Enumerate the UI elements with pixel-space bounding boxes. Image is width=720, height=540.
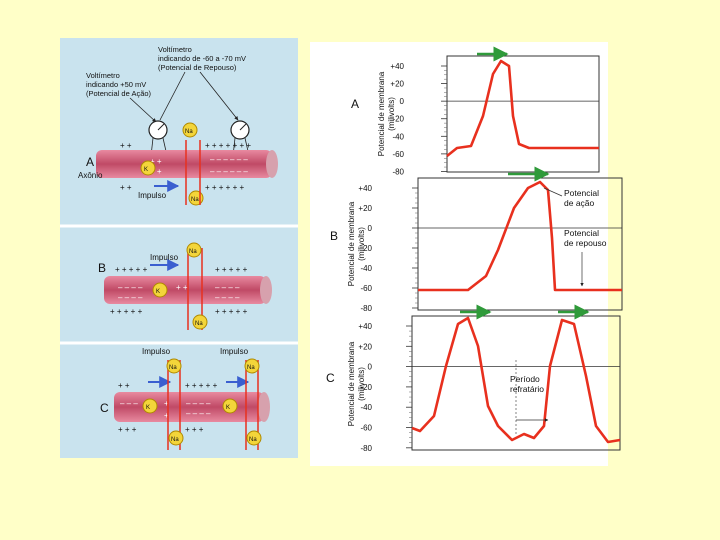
y-tick-label: - 20	[358, 244, 372, 253]
y-tick-label: -80	[392, 167, 404, 176]
y-tick-label: -60	[360, 284, 372, 293]
membrane-potential-trace	[411, 316, 621, 444]
axon-label: Axônio	[78, 171, 103, 180]
graph-b: +40 +20 0 - 20 -40 -60 -80 B Potencial de membra…	[330, 166, 623, 313]
svg-text:+ + + + + +: + + + + + +	[205, 183, 244, 192]
svg-text:+ + + + +: + + + + +	[215, 307, 248, 316]
y-tick-label: -20	[360, 383, 372, 392]
y-tick-label: +20	[390, 80, 404, 89]
impulse-label-c1: Impulso	[142, 347, 171, 356]
graph-letter: C	[326, 371, 335, 385]
y-tick-label: -60	[360, 424, 372, 433]
svg-text:+: +	[164, 399, 169, 408]
svg-text:+ + + + +: + + + + +	[185, 381, 218, 390]
y-tick-label: -40	[360, 264, 372, 273]
svg-text:+ + + + +: + + + + +	[215, 265, 248, 274]
y-tick-label: +40	[358, 184, 372, 193]
axon-a	[96, 150, 272, 178]
svg-text:K: K	[156, 289, 160, 295]
action-potential-annotation: Potencial de ação	[564, 188, 599, 208]
svg-text:+ + + + +: + + + + +	[115, 265, 148, 274]
voltmeter-action-label: Voltímetro indicando +50 mV (Potencial d…	[86, 71, 152, 98]
resting-potential-annotation: Potencial de repouso	[564, 228, 607, 248]
impulse-label-c2: Impulso	[220, 347, 249, 356]
y-tick-label: -20	[392, 115, 404, 124]
panel-c-letter: C	[100, 401, 109, 415]
ion-na-label: Na	[185, 129, 193, 135]
svg-text:+ + +: + + +	[118, 425, 137, 434]
voltmeter-action-icon	[148, 120, 169, 166]
svg-text:Na: Na	[189, 249, 197, 255]
right-panel-bg	[310, 42, 608, 466]
svg-text:Na: Na	[249, 437, 257, 443]
y-tick-label: +40	[358, 322, 372, 331]
svg-text:– – – –: – – – –	[215, 283, 240, 292]
y-axis-label: Potencial de membrana(milivolts)	[347, 201, 366, 286]
graph-letter: A	[351, 97, 359, 111]
svg-text:– – – –: – – – –	[186, 399, 211, 408]
refractory-period-annotation: Período refratário	[510, 374, 544, 394]
membrane-potential-trace	[418, 180, 622, 292]
svg-text:+ +: + +	[150, 157, 162, 166]
y-tick-label: -40	[392, 132, 404, 141]
impulse-label-b: Impulso	[150, 253, 179, 262]
y-tick-label: -60	[392, 150, 404, 159]
svg-text:Na: Na	[247, 365, 255, 371]
svg-text:Na: Na	[169, 365, 177, 371]
panel-c: C Impulso Impulso + + + + + + + + + + + …	[100, 347, 270, 450]
y-tick-label: -80	[360, 304, 372, 313]
graph-frame	[446, 55, 600, 173]
annotation-leader	[543, 187, 563, 197]
graph-frame	[417, 177, 623, 311]
impulse-label-a: Impulso	[138, 191, 167, 200]
panel-b: B Impulso + + + + + + + + + + + + + + + …	[98, 242, 272, 330]
voltmeter-rest-label: Voltímetro indicando de -60 a -70 mV (Po…	[158, 45, 248, 72]
y-tick-label: +20	[358, 204, 372, 213]
svg-text:– – – – – –: – – – – – –	[210, 167, 248, 176]
y-axis-label: Potencial de membrana(milivolts)	[347, 341, 366, 426]
y-tick-label: -80	[360, 444, 372, 453]
ion-k-label: K	[144, 167, 148, 173]
y-tick-label: +40	[390, 62, 404, 71]
graph-c: +40 +20 0 -20 -40 -60 -80 C Potencial de membran…	[326, 304, 621, 453]
svg-text:+ + + + +: + + + + +	[110, 307, 143, 316]
svg-text:+ +: + +	[120, 183, 132, 192]
y-tick-label: 0	[400, 97, 405, 106]
right-panel: +40 +20 0 -20 -40 -60 -80 A Potencial de membran…	[310, 42, 623, 466]
svg-text:+ + +: + + +	[185, 425, 204, 434]
y-tick-label: -40	[360, 403, 372, 412]
y-tick-label: 0	[368, 224, 373, 233]
svg-text:+ +: + +	[176, 283, 188, 292]
y-axis-label: Potencial de membrana(milivolts)	[377, 71, 396, 156]
y-tick-label: 0	[368, 363, 373, 372]
svg-text:– – – – – –: – – – – – –	[210, 155, 248, 164]
svg-text:+ +: + +	[150, 167, 162, 176]
svg-text:– – –: – – –	[120, 399, 138, 408]
left-panel: Voltímetro indicando de -60 a -70 mV (Po…	[60, 38, 298, 458]
svg-text:– – – –: – – – –	[186, 409, 211, 418]
graph-letter: B	[330, 229, 338, 243]
panel-a-letter: A	[86, 155, 94, 169]
graph-frame	[411, 315, 621, 451]
axon-b	[104, 276, 266, 304]
svg-text:K: K	[226, 405, 230, 411]
svg-text:– – – –: – – – –	[118, 293, 143, 302]
svg-text:+ + + + + + +: + + + + + + +	[205, 141, 251, 150]
svg-text:K: K	[146, 405, 150, 411]
graph-a: +40 +20 0 -20 -40 -60 -80 A Potencial de membran…	[351, 46, 600, 176]
svg-text:Na: Na	[171, 437, 179, 443]
panel-b-letter: B	[98, 261, 106, 275]
svg-text:+ +: + +	[118, 381, 130, 390]
panel-a: Voltímetro indicando de -60 a -70 mV (Po…	[78, 45, 278, 206]
svg-text:– – – –: – – – –	[215, 293, 240, 302]
svg-text:+: +	[164, 411, 169, 420]
svg-text:– – – –: – – – –	[118, 283, 143, 292]
y-tick-label: +20	[358, 342, 372, 351]
svg-text:Na: Na	[191, 197, 199, 203]
svg-text:Na: Na	[195, 321, 203, 327]
svg-text:+ +: + +	[120, 141, 132, 150]
